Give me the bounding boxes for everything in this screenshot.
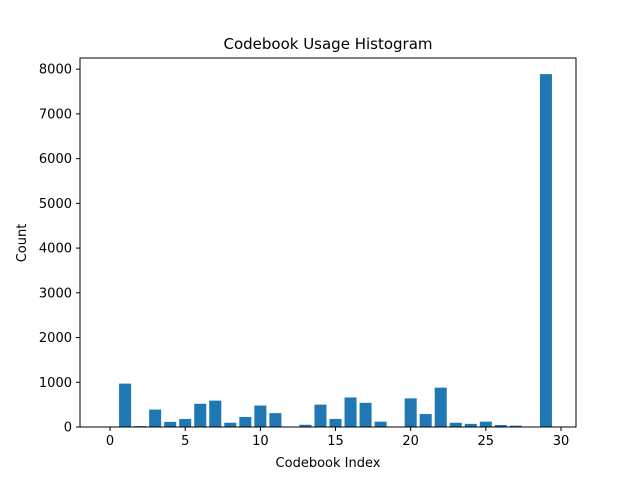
bar-9	[239, 416, 252, 427]
bar-13	[299, 424, 312, 427]
y-tick-label: 1000	[39, 376, 72, 391]
y-axis: 0 1000 2000 3000 4000 5000 6000 7000 8000	[39, 63, 80, 436]
bar-8	[224, 422, 237, 427]
y-tick-label: 2000	[39, 331, 72, 346]
bar-20	[404, 398, 417, 427]
x-tick-label: 10	[252, 434, 269, 449]
y-tick-label: 8000	[39, 63, 72, 78]
bar-3	[149, 409, 162, 427]
y-tick-label: 7000	[39, 107, 72, 122]
x-tick-label: 15	[327, 434, 344, 449]
x-tick-label: 5	[181, 434, 189, 449]
x-axis-label: Codebook Index	[276, 456, 381, 471]
x-axis: 0 5 10 15 20 25 30	[106, 427, 569, 449]
bar-14	[314, 404, 327, 427]
y-tick-label: 5000	[39, 197, 72, 212]
bar-24	[464, 423, 477, 427]
bar-17	[359, 402, 372, 427]
x-tick-label: 30	[553, 434, 570, 449]
y-axis-label: Count	[15, 224, 30, 263]
y-tick-label: 4000	[39, 242, 72, 257]
bar-10	[254, 405, 267, 427]
bar-27	[509, 425, 522, 427]
bar-5	[179, 418, 192, 427]
bar-6	[194, 403, 207, 427]
bar-7	[209, 400, 222, 427]
bar-15	[329, 418, 342, 427]
bar-25	[479, 421, 492, 427]
x-tick-label: 0	[106, 434, 114, 449]
bar-22	[434, 387, 447, 427]
x-tick-label: 25	[478, 434, 495, 449]
y-tick-label: 3000	[39, 286, 72, 301]
y-tick-label: 6000	[39, 152, 72, 167]
bar-29	[539, 74, 552, 428]
bar-26	[494, 424, 507, 427]
chart-title: Codebook Usage Histogram	[223, 35, 432, 53]
bar-4	[164, 421, 177, 427]
bars-group	[119, 74, 552, 428]
bar-18	[374, 421, 387, 427]
bar-21	[419, 414, 432, 427]
x-tick-label: 20	[402, 434, 419, 449]
bar-11	[269, 413, 282, 427]
y-tick-label: 0	[64, 421, 72, 436]
plot-frame	[79, 57, 577, 428]
bar-1	[119, 383, 132, 427]
bar-16	[344, 397, 357, 427]
bar-23	[449, 422, 462, 427]
